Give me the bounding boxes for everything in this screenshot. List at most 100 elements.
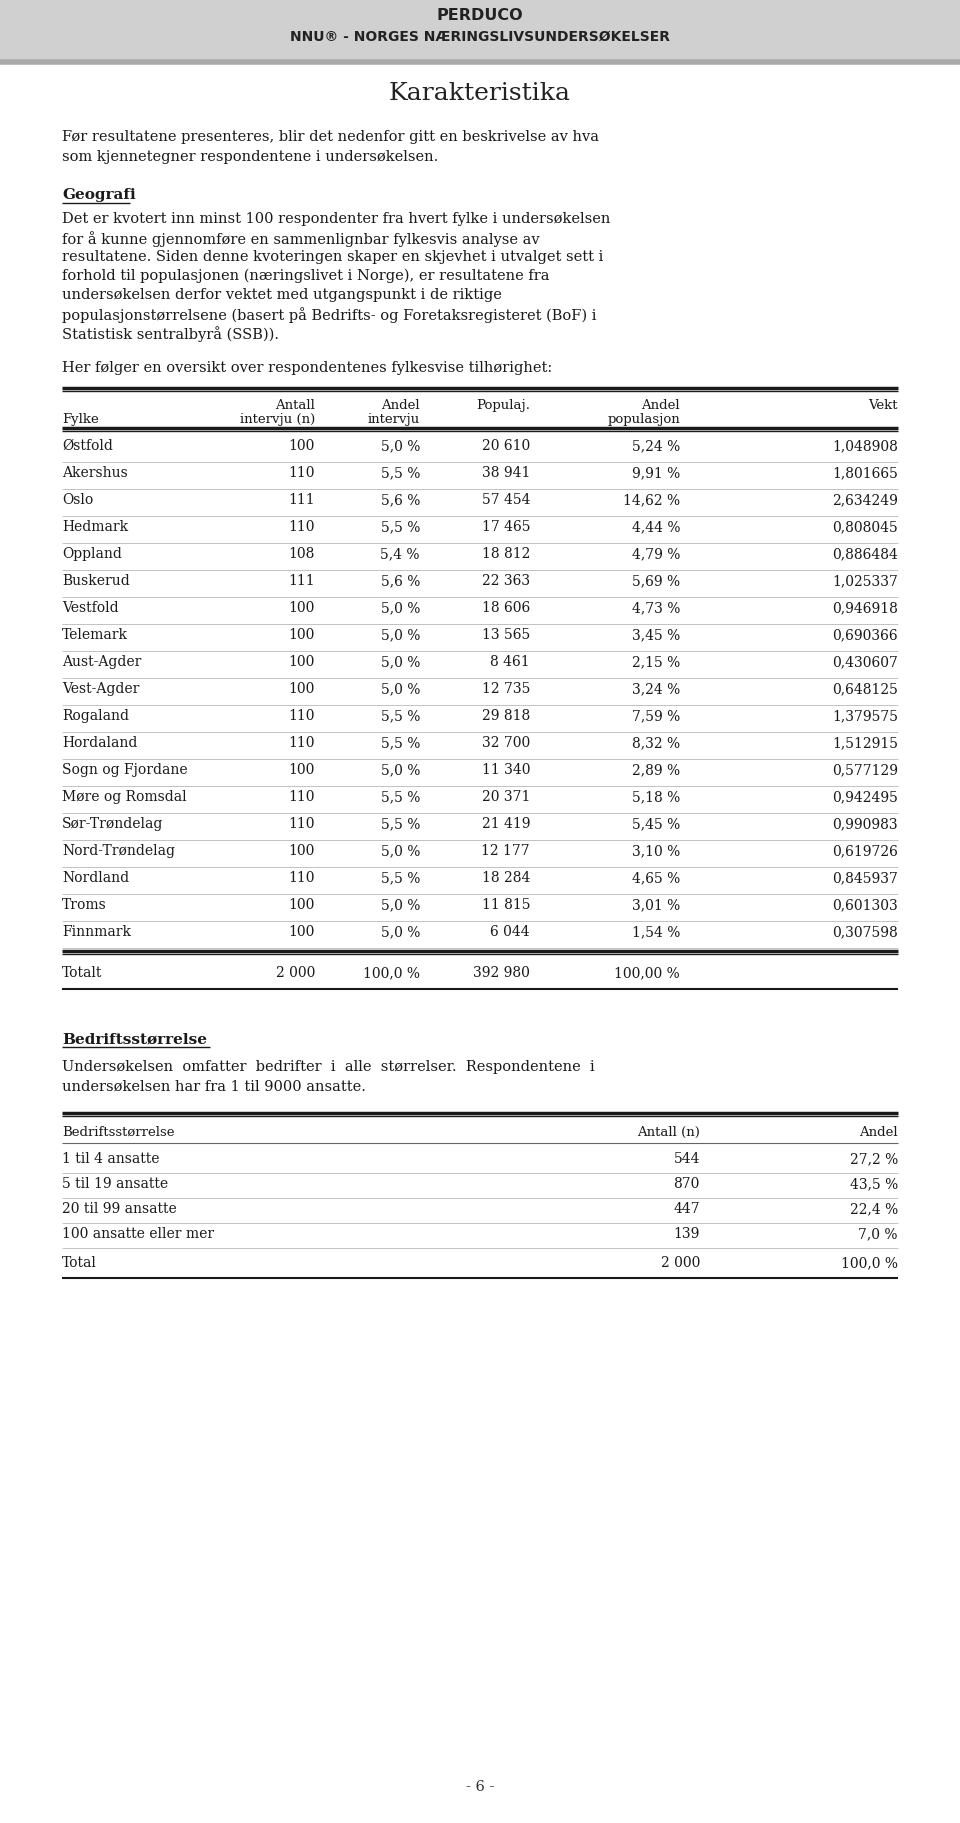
Text: 1,025337: 1,025337 [832,574,898,587]
Text: 111: 111 [288,492,315,507]
Text: 5,5 %: 5,5 % [380,465,420,479]
Text: 5,4 %: 5,4 % [380,547,420,561]
Text: intervju: intervju [368,412,420,427]
Text: 0,648125: 0,648125 [832,682,898,696]
Text: Troms: Troms [62,897,107,912]
Text: 110: 110 [289,736,315,749]
Text: 11 815: 11 815 [482,897,530,912]
Text: forhold til populasjonen (næringslivet i Norge), er resultatene fra: forhold til populasjonen (næringslivet i… [62,268,549,283]
Text: 4,73 %: 4,73 % [632,600,680,614]
Text: Nord-Trøndelag: Nord-Trøndelag [62,844,175,857]
Text: Andel: Andel [381,399,420,412]
Text: 5,5 %: 5,5 % [380,817,420,831]
Text: 1,048908: 1,048908 [832,439,898,452]
Text: 0,430607: 0,430607 [832,654,898,669]
Text: Telemark: Telemark [62,627,128,642]
Text: 12 735: 12 735 [482,682,530,696]
Text: 5,18 %: 5,18 % [632,789,680,804]
Text: Rogaland: Rogaland [62,709,129,722]
Text: 0,990983: 0,990983 [832,817,898,831]
Text: 5,6 %: 5,6 % [380,574,420,587]
Text: Antall (n): Antall (n) [637,1125,700,1138]
Text: 29 818: 29 818 [482,709,530,722]
Text: 21 419: 21 419 [482,817,530,831]
Text: 8,32 %: 8,32 % [632,736,680,749]
Text: 5,6 %: 5,6 % [380,492,420,507]
Text: 43,5 %: 43,5 % [850,1176,898,1190]
Text: 110: 110 [289,817,315,831]
Text: Vest-Agder: Vest-Agder [62,682,139,696]
Text: 100,00 %: 100,00 % [614,966,680,979]
Text: Her følger en oversikt over respondentenes fylkesvise tilhørighet:: Her følger en oversikt over respondenten… [62,361,552,376]
Text: 3,01 %: 3,01 % [632,897,680,912]
Text: 1,801665: 1,801665 [832,465,898,479]
Text: 5,5 %: 5,5 % [380,520,420,534]
Text: 139: 139 [674,1227,700,1240]
Text: Sør-Trøndelag: Sør-Trøndelag [62,817,163,831]
Text: 5,0 %: 5,0 % [380,439,420,452]
Text: 870: 870 [674,1176,700,1190]
Text: 14,62 %: 14,62 % [623,492,680,507]
Text: populasjonstørrelsene (basert på Bedrifts- og Foretaksregisteret (BoF) i: populasjonstørrelsene (basert på Bedrift… [62,306,596,323]
Text: 20 610: 20 610 [482,439,530,452]
Text: Bedriftsstørrelse: Bedriftsstørrelse [62,1125,175,1138]
Text: 0,942495: 0,942495 [832,789,898,804]
Text: 100: 100 [289,897,315,912]
Text: populasjon: populasjon [608,412,680,427]
Text: 3,24 %: 3,24 % [632,682,680,696]
Text: 38 941: 38 941 [482,465,530,479]
Text: 0,845937: 0,845937 [832,871,898,884]
Text: 57 454: 57 454 [482,492,530,507]
Text: som kjennetegner respondentene i undersøkelsen.: som kjennetegner respondentene i undersø… [62,149,439,164]
Text: 5,69 %: 5,69 % [632,574,680,587]
Text: 5 til 19 ansatte: 5 til 19 ansatte [62,1176,168,1190]
Text: Møre og Romsdal: Møre og Romsdal [62,789,186,804]
Text: Hedmark: Hedmark [62,520,128,534]
Text: 5,0 %: 5,0 % [380,654,420,669]
Text: 5,0 %: 5,0 % [380,897,420,912]
Text: 18 284: 18 284 [482,871,530,884]
Text: 5,24 %: 5,24 % [632,439,680,452]
Text: 9,91 %: 9,91 % [632,465,680,479]
Text: 22,4 %: 22,4 % [850,1201,898,1216]
Text: 3,10 %: 3,10 % [632,844,680,857]
Text: Statistisk sentralbyrå (SSB)).: Statistisk sentralbyrå (SSB)). [62,326,279,341]
Text: 110: 110 [289,709,315,722]
Text: 100: 100 [289,682,315,696]
Text: 18 812: 18 812 [482,547,530,561]
Text: Hordaland: Hordaland [62,736,137,749]
Text: 18 606: 18 606 [482,600,530,614]
Text: 111: 111 [288,574,315,587]
Text: 20 371: 20 371 [482,789,530,804]
Text: 0,601303: 0,601303 [832,897,898,912]
Text: Det er kvotert inn minst 100 respondenter fra hvert fylke i undersøkelsen: Det er kvotert inn minst 100 respondente… [62,211,611,226]
Text: 4,65 %: 4,65 % [632,871,680,884]
Text: 100: 100 [289,844,315,857]
Text: 1,54 %: 1,54 % [632,924,680,939]
Text: 2,89 %: 2,89 % [632,762,680,777]
Text: undersøkelsen har fra 1 til 9000 ansatte.: undersøkelsen har fra 1 til 9000 ansatte… [62,1079,366,1094]
Text: 0,886484: 0,886484 [832,547,898,561]
Text: 3,45 %: 3,45 % [632,627,680,642]
Text: 5,5 %: 5,5 % [380,871,420,884]
Text: 100 ansatte eller mer: 100 ansatte eller mer [62,1227,214,1240]
Text: 5,0 %: 5,0 % [380,600,420,614]
Text: 20 til 99 ansatte: 20 til 99 ansatte [62,1201,177,1216]
Text: 2,634249: 2,634249 [832,492,898,507]
Text: PERDUCO: PERDUCO [437,7,523,24]
Text: Andel: Andel [859,1125,898,1138]
Text: Undersøkelsen  omfatter  bedrifter  i  alle  størrelser.  Respondentene  i: Undersøkelsen omfatter bedrifter i alle … [62,1059,595,1074]
Text: Totalt: Totalt [62,966,103,979]
Text: 100,0 %: 100,0 % [841,1256,898,1269]
Text: 100: 100 [289,924,315,939]
Text: 110: 110 [289,871,315,884]
Text: 0,307598: 0,307598 [832,924,898,939]
Text: undersøkelsen derfor vektet med utgangspunkt i de riktige: undersøkelsen derfor vektet med utgangsp… [62,288,502,303]
Text: 108: 108 [289,547,315,561]
Bar [0,0,960,62]
Text: 4,44 %: 4,44 % [632,520,680,534]
Text: Finnmark: Finnmark [62,924,131,939]
Text: 100: 100 [289,439,315,452]
Text: 22 363: 22 363 [482,574,530,587]
Text: 100,0 %: 100,0 % [363,966,420,979]
